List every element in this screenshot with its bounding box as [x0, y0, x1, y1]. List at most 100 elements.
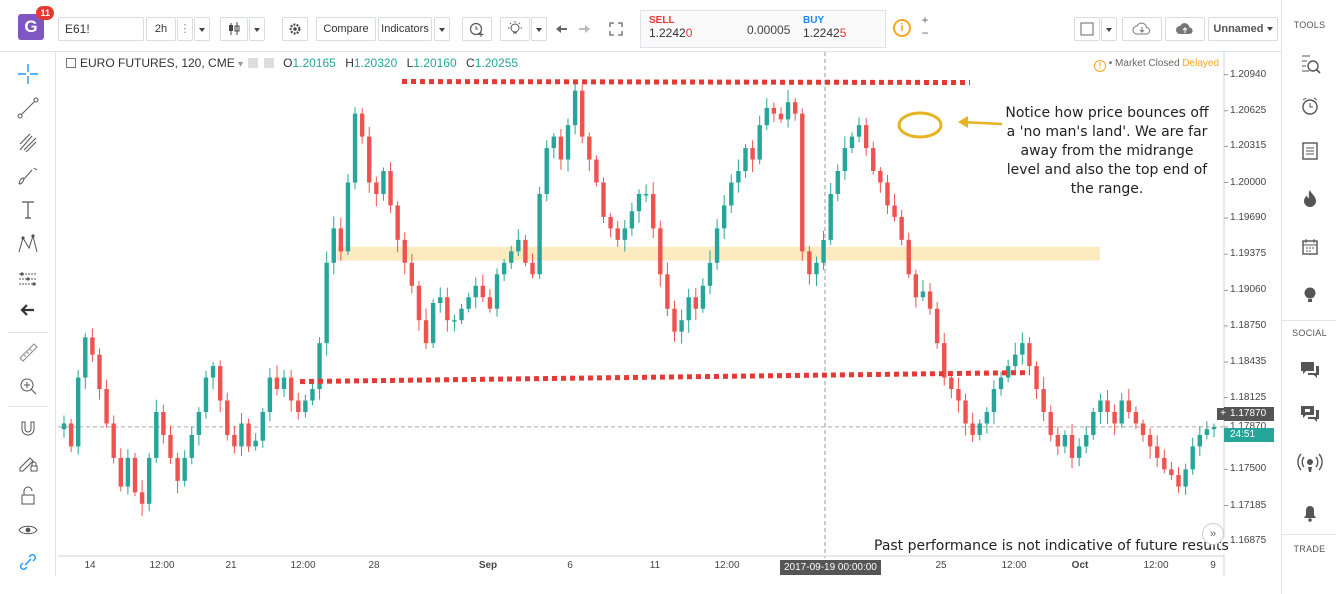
ideas-dropdown-button[interactable]: [531, 17, 547, 41]
add-alert-plus-icon[interactable]: +: [1217, 408, 1229, 420]
ideas-button[interactable]: [500, 17, 530, 41]
candle-body: [1112, 411, 1117, 424]
quantity-stepper[interactable]: + −: [918, 14, 932, 40]
plus-icon[interactable]: +: [921, 13, 929, 27]
sell-button[interactable]: SELL 1.22420: [649, 15, 729, 40]
prediction-tool-button[interactable]: [14, 264, 42, 292]
candle-body: [927, 291, 933, 309]
load-chart-button[interactable]: [1122, 17, 1162, 41]
chats-button[interactable]: [1294, 354, 1326, 384]
chart-style-button[interactable]: [220, 17, 248, 41]
interval-dropdown-button[interactable]: [194, 17, 210, 41]
price-axis[interactable]: 1.20940 1.20625 1.20315 1.20000 1.19690 1.193…: [1224, 52, 1280, 570]
redo-button[interactable]: [574, 17, 594, 41]
price-axis-label: 1.18750: [1230, 319, 1267, 331]
divider: [1282, 320, 1336, 321]
layout-button[interactable]: [1074, 17, 1100, 41]
candle-body: [83, 337, 88, 378]
price-axis-label: 1.20315: [1230, 140, 1267, 152]
time-axis-label: 21: [225, 560, 237, 571]
save-chart-button[interactable]: [1165, 17, 1205, 41]
alarm-plus-icon: [469, 22, 484, 37]
hide-drawings-button[interactable]: [14, 516, 42, 544]
user-avatar-button[interactable]: G 11: [18, 6, 54, 40]
scroll-to-realtime-button[interactable]: »: [1202, 523, 1224, 545]
sell-price-tail: 0: [685, 26, 693, 40]
pattern-tool-button[interactable]: [14, 230, 42, 258]
time-axis[interactable]: 1412:002112:0028Sep61112:00202512:00Oct1…: [58, 558, 1224, 576]
chevron-down-icon[interactable]: ▾: [238, 59, 244, 70]
calendar-icon: [1302, 239, 1318, 255]
sync-drawings-button[interactable]: [14, 548, 42, 576]
minus-icon[interactable]: −: [921, 26, 929, 40]
lock-all-drawings-button[interactable]: [14, 482, 42, 510]
compare-button[interactable]: Compare: [316, 17, 376, 41]
layout-dropdown-button[interactable]: [1101, 17, 1117, 41]
chart-settings-button[interactable]: [282, 17, 308, 41]
high-value: 1.20320: [353, 56, 398, 70]
private-chats-button[interactable]: [1294, 398, 1326, 428]
add-alert-button[interactable]: [462, 17, 492, 41]
candle-body: [274, 377, 280, 390]
crosshair-tool-button[interactable]: [14, 60, 42, 88]
symbol-search-input[interactable]: E61!: [58, 17, 144, 41]
indicators-dropdown-button[interactable]: [434, 17, 450, 41]
time-axis-label: 14: [84, 560, 96, 571]
hide-toolbar-button[interactable]: [14, 296, 42, 324]
candle-body: [764, 107, 769, 126]
candle-body: [1162, 457, 1167, 470]
legend-remove-icon[interactable]: [263, 58, 274, 68]
candle-body: [636, 193, 642, 212]
collapse-legend-icon[interactable]: [66, 58, 76, 68]
data-window-button[interactable]: [1294, 136, 1326, 166]
fullscreen-button[interactable]: [604, 17, 628, 41]
alerts-button[interactable]: [1294, 92, 1326, 122]
candle-body: [707, 262, 713, 286]
layout-name-button[interactable]: Unnamed: [1208, 17, 1278, 41]
watchlist-search-icon: [1302, 55, 1321, 74]
watchlist-button[interactable]: [1294, 50, 1326, 80]
text-tool-button[interactable]: [14, 196, 42, 224]
zoom-in-tool-button[interactable]: [14, 372, 42, 400]
trend-line-tool-button[interactable]: [14, 94, 42, 122]
calendar-button[interactable]: [1294, 232, 1326, 262]
candle-body: [757, 125, 762, 160]
candle-body: [104, 389, 109, 424]
candle-body: [821, 239, 826, 263]
lock-drawings-pencil-button[interactable]: [14, 448, 42, 476]
pitchfork-tool-button[interactable]: [14, 128, 42, 156]
candle-body: [1034, 366, 1039, 390]
pitchfork-icon: [19, 133, 37, 153]
legend-settings-icon[interactable]: [248, 58, 259, 68]
buy-button[interactable]: BUY 1.22425: [803, 15, 883, 40]
chart-style-dropdown-button[interactable]: [249, 17, 265, 41]
candle-body: [168, 434, 173, 458]
magnet-tool-button[interactable]: [14, 414, 42, 442]
candle-body: [991, 389, 997, 412]
measure-tool-button[interactable]: [14, 338, 42, 366]
candle-body: [90, 337, 95, 355]
symbol-title[interactable]: EURO FUTURES, 120, CME: [80, 56, 235, 70]
cloud-upload-icon: [1176, 23, 1193, 34]
hotlists-button[interactable]: [1294, 184, 1326, 214]
sell-price: 1.22420: [649, 26, 729, 40]
interval-button[interactable]: 2h: [146, 17, 176, 41]
more-intervals-icon[interactable]: ⋮: [177, 17, 193, 41]
chevron-down-icon: [439, 27, 445, 32]
ideas-stream-button[interactable]: [1294, 280, 1326, 310]
layout-name: Unnamed: [1213, 23, 1264, 35]
undo-button[interactable]: [552, 17, 572, 41]
info-icon[interactable]: i: [893, 19, 911, 37]
candle-body: [956, 389, 961, 401]
streams-button[interactable]: [1294, 448, 1326, 478]
candle-body: [466, 297, 471, 309]
candle-body: [1126, 400, 1132, 412]
time-axis-label: 12:00: [1143, 560, 1169, 571]
brush-tool-button[interactable]: [14, 162, 42, 190]
indicators-button[interactable]: Indicators: [378, 17, 432, 41]
candle-body: [196, 411, 202, 435]
candle-body: [1155, 446, 1160, 458]
notifications-button[interactable]: [1294, 498, 1326, 528]
